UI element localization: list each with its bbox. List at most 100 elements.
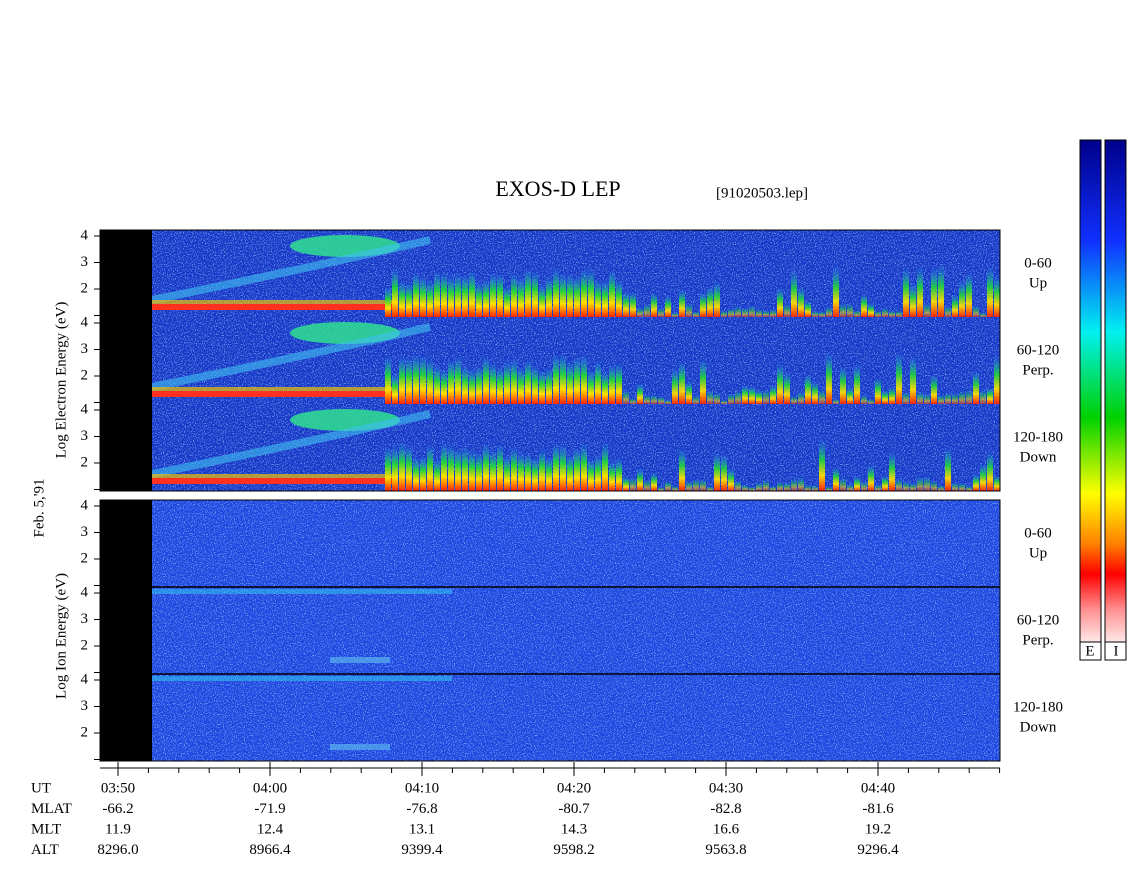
y-tick-label: 2 [81,367,89,383]
ion-band [152,589,452,594]
burst [805,300,811,317]
burst [630,291,636,317]
burst [924,476,930,491]
low-energy-band [152,478,392,484]
burst [525,268,531,317]
burst [476,282,482,317]
row-value: 9598.2 [553,842,594,858]
row-value: -76.8 [406,801,437,817]
burst [910,283,916,317]
burst [595,454,601,491]
burst [959,390,965,404]
burst [434,271,440,317]
burst [504,455,510,491]
burst [931,267,937,317]
channel-direction: Up [1029,545,1047,561]
burst [980,312,986,317]
burst [931,374,937,404]
burst [938,264,944,317]
burst [525,359,531,404]
y-tick-label: 4 [81,497,89,513]
date-label: Feb. 5,'91 [31,479,47,538]
burst [406,356,412,404]
burst [441,271,447,317]
burst [525,453,531,491]
no-data [100,500,152,587]
burst [889,452,895,491]
burst [847,484,853,491]
y-tick-label: 4 [81,314,89,330]
y-tick-label: 4 [81,227,89,243]
burst [413,354,419,404]
burst [994,275,1000,317]
burst [616,458,622,491]
burst [721,399,727,404]
burst [777,481,783,491]
burst [791,270,797,317]
burst [714,452,720,491]
burst [952,482,958,491]
burst [931,480,937,491]
burst [994,354,1000,404]
burst [539,284,545,317]
burst [602,280,608,317]
burst [483,279,489,317]
burst [861,293,867,317]
burst [686,481,692,491]
burst [406,282,412,317]
burst [728,393,734,404]
burst [672,312,678,317]
no-data [100,674,152,761]
burst [882,390,888,404]
burst [833,266,839,317]
burst [791,478,797,491]
burst [973,474,979,491]
row-value: 8296.0 [97,842,138,858]
burst [385,446,391,491]
burst [693,395,699,404]
row-value: -81.6 [862,801,894,817]
burst [399,356,405,404]
y-tick-label: 3 [81,341,89,357]
burst [644,303,650,317]
burst [392,268,398,317]
burst [609,270,615,317]
burst [609,364,615,404]
y-tick-label: 2 [81,454,89,470]
burst [742,384,748,404]
burst [539,449,545,491]
y-tick-label: 4 [81,671,89,687]
burst [875,377,881,404]
y-tick-label: 2 [81,280,89,296]
channel-angle: 0-60 [1024,255,1052,271]
speckle [100,587,1000,674]
burst [756,308,762,317]
burst [686,380,692,404]
burst [665,480,671,491]
low-energy-band [152,304,392,310]
burst [427,358,433,404]
burst [749,305,755,317]
low-energy-band [152,391,392,397]
burst [595,279,601,317]
row-value: 12.4 [257,821,284,837]
burst [623,291,629,317]
burst [497,366,503,404]
no-data [100,404,152,491]
burst [469,450,475,491]
burst [420,276,426,317]
row-label: ALT [31,842,59,858]
burst [441,442,447,491]
burst [819,311,825,317]
colorbar [1104,139,1127,646]
burst [756,482,762,491]
channel-direction: Perp. [1022,632,1053,648]
row-value: 16.6 [713,821,740,837]
burst [805,373,811,404]
burst [917,476,923,491]
burst [609,460,615,491]
row-value: 9296.4 [857,842,899,858]
burst [385,356,391,404]
burst [567,274,573,317]
burst [826,306,832,317]
